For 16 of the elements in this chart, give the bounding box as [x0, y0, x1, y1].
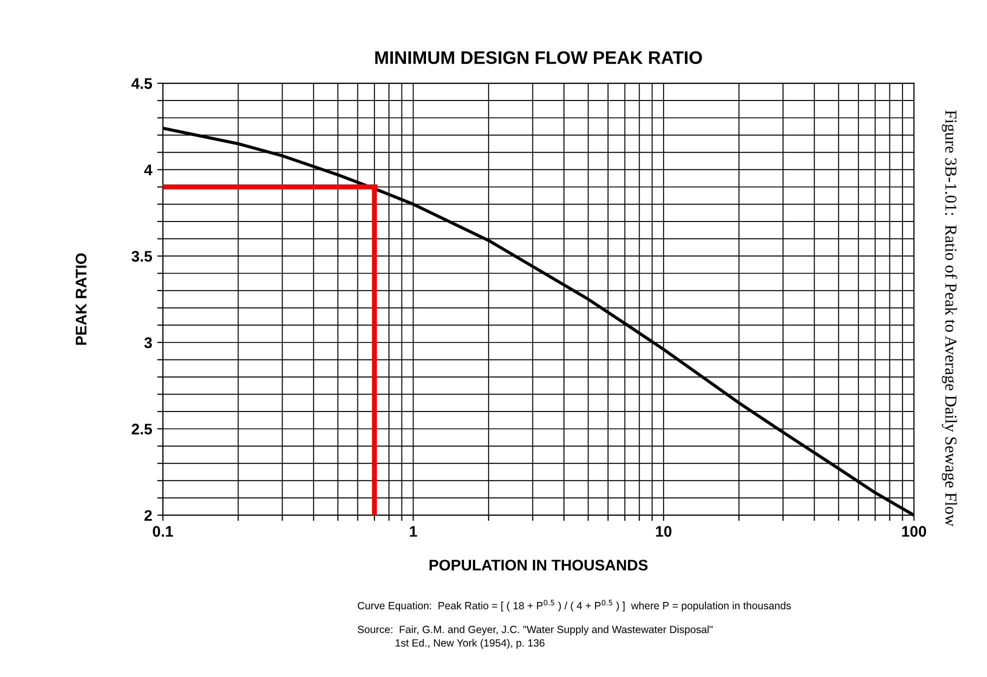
x-tick-label: 10 [656, 526, 672, 537]
x-axis-title: POPULATION IN THOUSANDS [430, 560, 648, 571]
y-tick-label: 2 [144, 510, 152, 521]
y-tick-label: 2.5 [132, 424, 152, 434]
x-tick-label: 1 [410, 526, 418, 537]
x-tick-label: 100 [902, 526, 926, 537]
text: Curve Equation: Peak Ratio = [ ( 18 + P$^{0.5}$ ) / ( 4 + P$^{0.5}$ ) ] where P = population in thousands [358, 600, 791, 612]
chart-title: MINIMUM DESIGN FLOW PEAK RATIO [375, 51, 702, 64]
caption: Figure 3B-1.01: Ratio of Peak to Average Daily Sewage Flow [942, 110, 958, 526]
y-tick-label: 4 [144, 164, 152, 176]
source-note: Source: Fair, G.M. and Geyer, J.C. "Water Supply and Wastewater Disposal" 1st Ed., New York (1954), p. 136 [358, 626, 713, 649]
y-tick-label: 3.5 [132, 250, 152, 262]
y-axis-title: PEAK RATIO [76, 253, 87, 345]
y-tick-label: 3 [144, 337, 152, 348]
x-tick-label: 0.1 [152, 526, 174, 537]
y-tick-label: 4.5 [131, 78, 152, 89]
